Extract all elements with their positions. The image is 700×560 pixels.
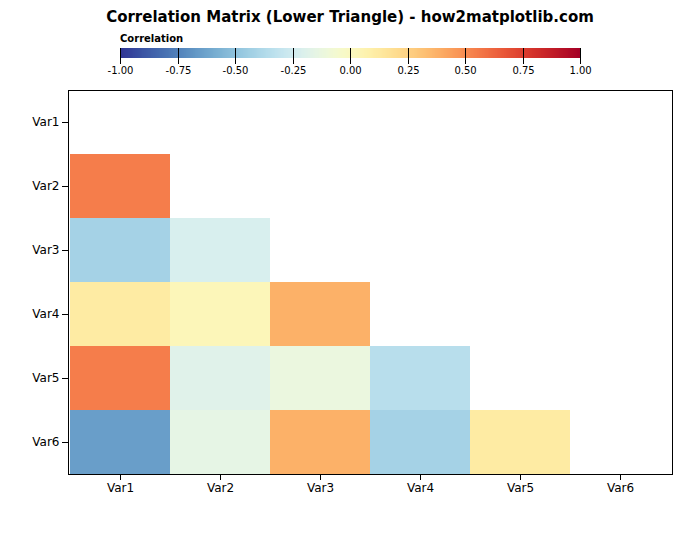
svg-text:Var5: Var5 (507, 481, 534, 495)
svg-text:Var3: Var3 (32, 243, 59, 257)
svg-text:Var1: Var1 (32, 115, 59, 129)
html-text:Correlation Matrix (Lower Tria: Correlation Matrix (Lower Triangle) - ho… (106, 8, 594, 26)
svg-text:0.25: 0.25 (397, 65, 419, 76)
svg-text:1.00: 1.00 (569, 65, 591, 76)
svg-text:Var2: Var2 (32, 179, 59, 193)
svg-text:Var1: Var1 (107, 481, 134, 495)
svg-text:Var5: Var5 (32, 371, 59, 385)
svg-text:Var4: Var4 (32, 307, 59, 321)
svg-text:0.75: 0.75 (512, 65, 534, 76)
svg-text:Var2: Var2 (207, 481, 234, 495)
svg-text:-0.50: -0.50 (223, 65, 249, 76)
svg-text:Var6: Var6 (32, 435, 59, 449)
svg-text:Correlation: Correlation (120, 33, 183, 44)
svg-text:Var3: Var3 (307, 481, 334, 495)
svg-text:-1.00: -1.00 (108, 65, 134, 76)
svg-text:-0.25: -0.25 (281, 65, 307, 76)
svg-text:Var6: Var6 (607, 481, 634, 495)
svg-text:0.00: 0.00 (339, 65, 361, 76)
svg-text:-0.75: -0.75 (166, 65, 192, 76)
svg-text:0.50: 0.50 (454, 65, 476, 76)
svg-text:Var4: Var4 (407, 481, 434, 495)
